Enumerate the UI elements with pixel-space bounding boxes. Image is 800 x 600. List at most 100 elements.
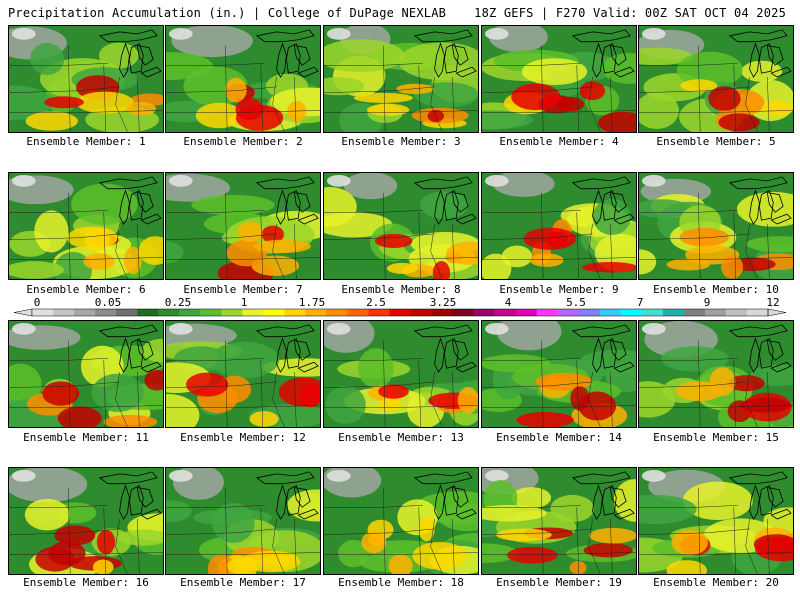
lake-superior-outline — [728, 471, 788, 485]
precip-swath — [357, 348, 394, 389]
lake-michigan-outline — [119, 189, 130, 225]
ensemble-map-11 — [8, 320, 164, 428]
state-border — [639, 505, 738, 508]
lake-erie-outline — [455, 508, 477, 520]
lake-michigan-outline — [592, 42, 603, 78]
colorbar-swatch — [557, 309, 580, 316]
lake-michigan-outline — [434, 42, 445, 78]
trace-precip-area — [326, 174, 351, 187]
precip-swath — [676, 51, 743, 89]
ensemble-map-7 — [165, 172, 321, 280]
colorbar-swatch — [641, 309, 664, 316]
heavy-precip-swath — [556, 97, 585, 112]
precip-swath — [639, 199, 691, 218]
colorbar-swatch — [179, 309, 201, 316]
state-border — [418, 212, 421, 279]
precip-map — [482, 468, 636, 574]
state-border — [576, 212, 579, 279]
state-border — [482, 528, 593, 535]
lake-erie-outline — [140, 213, 162, 225]
state-border — [324, 63, 423, 66]
state-border — [294, 77, 297, 132]
lake-huron-outline — [451, 340, 469, 361]
ensemble-member-label: Ensemble Member: 5 — [656, 135, 776, 148]
state-border — [382, 487, 386, 574]
trace-precip-area — [484, 469, 509, 482]
heavy-precip-swath — [388, 554, 413, 574]
trace-precip-area — [641, 174, 666, 187]
state-border — [430, 224, 443, 279]
precip-swath — [166, 500, 192, 523]
state-border — [260, 212, 263, 279]
colorbar-swatch — [431, 309, 453, 316]
precip-swath — [324, 77, 365, 96]
lake-huron-outline — [136, 487, 154, 508]
colorbar-tick-label: 4 — [505, 298, 512, 309]
state-border — [482, 358, 581, 361]
colorbar-swatch — [53, 309, 75, 316]
lake-erie-outline — [455, 66, 477, 78]
state-border — [9, 505, 108, 508]
colorbar-tick-label: 9 — [704, 298, 711, 309]
state-border — [324, 210, 423, 213]
precip-map — [324, 173, 478, 279]
heavy-precip-swath — [721, 255, 744, 279]
lake-erie-outline — [613, 361, 635, 373]
state-border — [137, 224, 140, 279]
heavy-precip-swath — [666, 560, 708, 574]
lake-michigan-outline — [749, 42, 760, 78]
state-border — [166, 358, 265, 361]
colorbar-swatch — [200, 309, 222, 316]
precip-map — [166, 321, 320, 427]
ensemble-member-label: Ensemble Member: 19 — [496, 576, 622, 589]
ensemble-map-9 — [481, 172, 637, 280]
lake-huron-outline — [766, 487, 784, 508]
state-border — [9, 233, 120, 240]
precip-swath — [661, 346, 729, 372]
heavy-precip-swath — [457, 387, 478, 414]
colorbar-swatch — [347, 309, 369, 316]
ensemble-map-8 — [323, 172, 479, 280]
heavy-precip-swath — [25, 111, 78, 131]
colorbar-swatch — [494, 309, 516, 316]
precip-swath — [24, 498, 70, 531]
lake-huron-outline — [609, 45, 627, 66]
state-border — [382, 45, 386, 132]
state-border — [745, 77, 758, 132]
heavy-precip-swath — [755, 536, 793, 562]
trace-precip-area — [641, 322, 666, 335]
precip-swath — [521, 58, 588, 86]
precip-map — [482, 26, 636, 132]
state-border — [576, 65, 579, 132]
trace-precip-area — [326, 322, 351, 335]
precip-map — [324, 26, 478, 132]
ensemble-member-label: Ensemble Member: 20 — [653, 576, 779, 589]
heavy-precip-swath — [679, 227, 730, 247]
state-border — [452, 519, 455, 574]
state-border — [745, 372, 758, 427]
light-precip-area — [492, 173, 555, 197]
trace-precip-area — [11, 27, 36, 40]
state-border — [430, 372, 443, 427]
ensemble-map-1 — [8, 25, 164, 133]
state-border — [588, 372, 601, 427]
ensemble-map-6 — [8, 172, 164, 280]
colorbar-swatch — [620, 309, 643, 316]
state-border — [697, 45, 701, 132]
heavy-precip-swath — [727, 375, 765, 392]
state-border — [103, 65, 106, 132]
state-border — [430, 519, 443, 574]
state-border — [418, 65, 421, 132]
colorbar-tick-label: 0.25 — [165, 298, 192, 309]
state-border — [324, 86, 435, 93]
precip-swath — [9, 85, 53, 120]
colorbar-frame — [31, 308, 769, 317]
lake-michigan-outline — [276, 484, 287, 520]
precip-swath — [324, 186, 357, 227]
state-border — [767, 372, 770, 427]
state-border — [639, 63, 738, 66]
colorbar-swatch — [452, 309, 474, 316]
michigan-outline — [759, 190, 774, 221]
heavy-precip-swath — [378, 384, 409, 399]
